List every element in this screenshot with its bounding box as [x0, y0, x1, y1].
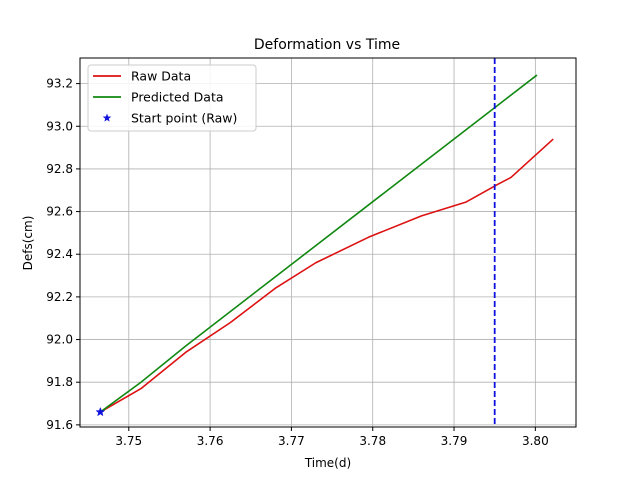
y-tick-label: 92.2	[46, 290, 73, 304]
y-tick-label: 92.4	[46, 247, 73, 261]
plot-area-frame	[79, 57, 577, 428]
raw-data-line	[99, 138, 554, 413]
x-tick-label: 3.75	[115, 434, 142, 448]
axis-ticks: 3.75 3.76 3.77 3.78 3.79 3.80 91.6 91.8 92.0 92.2…	[46, 77, 548, 448]
x-tick-label: 3.80	[522, 434, 549, 448]
y-axis-label: Defs(cm)	[21, 216, 35, 271]
grid-lines	[80, 58, 576, 427]
x-axis-label: Time(d)	[304, 456, 351, 470]
legend-swatch-start-point-raw	[102, 113, 112, 122]
legend-label-predicted-data: Predicted Data	[131, 90, 224, 105]
legend-label-raw-data: Raw Data	[131, 69, 191, 84]
legend-label-start-point-raw: Start point (Raw)	[131, 111, 237, 126]
y-tick-label: 93.2	[46, 77, 73, 91]
x-tick-label: 3.79	[441, 434, 468, 448]
y-tick-label: 91.8	[46, 375, 73, 389]
y-tick-label: 93.0	[46, 119, 73, 133]
x-tick-label: 3.76	[197, 434, 224, 448]
y-tick-label: 92.8	[46, 162, 73, 176]
predicted-data-line	[99, 74, 538, 413]
y-tick-label: 91.6	[46, 418, 73, 432]
start-point-raw-marker	[95, 406, 106, 417]
y-tick-label: 92.0	[46, 333, 73, 347]
y-tick-label: 92.6	[46, 205, 73, 219]
plot-series	[95, 58, 554, 427]
x-tick-label: 3.78	[359, 434, 386, 448]
chart-title: Deformation vs Time	[254, 37, 400, 53]
legend: Raw Data Predicted Data Start point (Raw)	[87, 64, 257, 132]
x-tick-label: 3.77	[278, 434, 305, 448]
legend-box	[87, 64, 257, 132]
